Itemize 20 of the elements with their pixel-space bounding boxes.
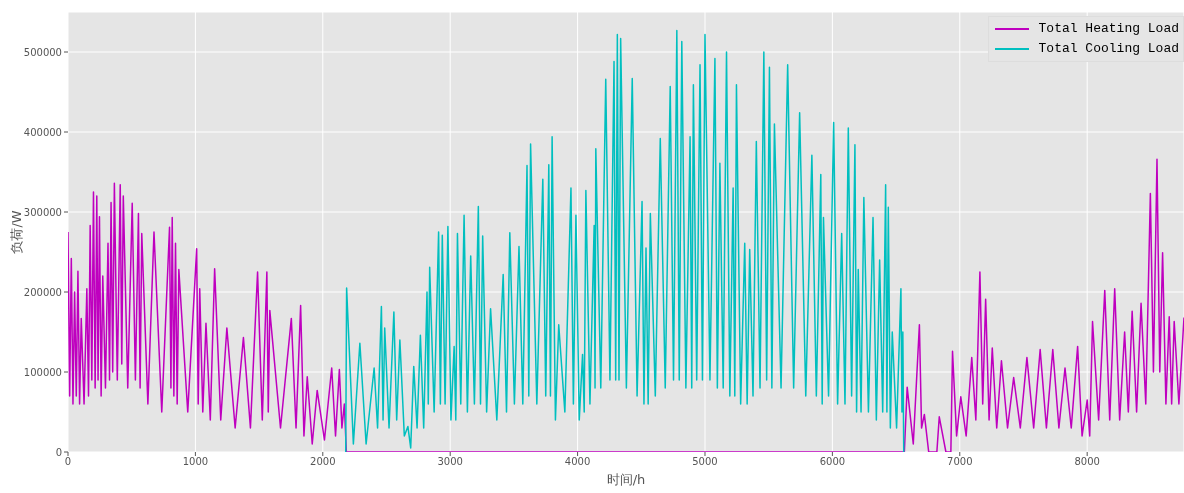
y-axis-title: 负荷/W: [8, 210, 24, 254]
y-tick-label: 0: [55, 446, 62, 458]
x-tick-label: 7000: [947, 456, 973, 468]
legend-label: Total Cooling Load: [1038, 40, 1179, 58]
x-axis-title: 时间/h: [606, 472, 646, 487]
y-tick-label: 500000: [23, 46, 62, 58]
x-tick-label: 0: [64, 456, 72, 468]
x-tick-label: 5000: [692, 456, 718, 468]
x-tick-label: 8000: [1074, 456, 1100, 468]
y-tick-label: 300000: [23, 206, 62, 218]
x-tick-label: 3000: [437, 456, 463, 468]
line-series: [344, 29, 905, 452]
x-tick-label: 4000: [564, 456, 591, 468]
y-tick-label: 400000: [23, 126, 62, 138]
y-tick-label: 200000: [23, 286, 62, 298]
x-tick-label: 1000: [182, 456, 209, 468]
y-tick-label: 100000: [23, 366, 62, 378]
x-tick-label: 2000: [310, 456, 336, 468]
legend-label: Total Heating Load: [1038, 20, 1179, 38]
x-tick-label: 6000: [819, 456, 846, 468]
